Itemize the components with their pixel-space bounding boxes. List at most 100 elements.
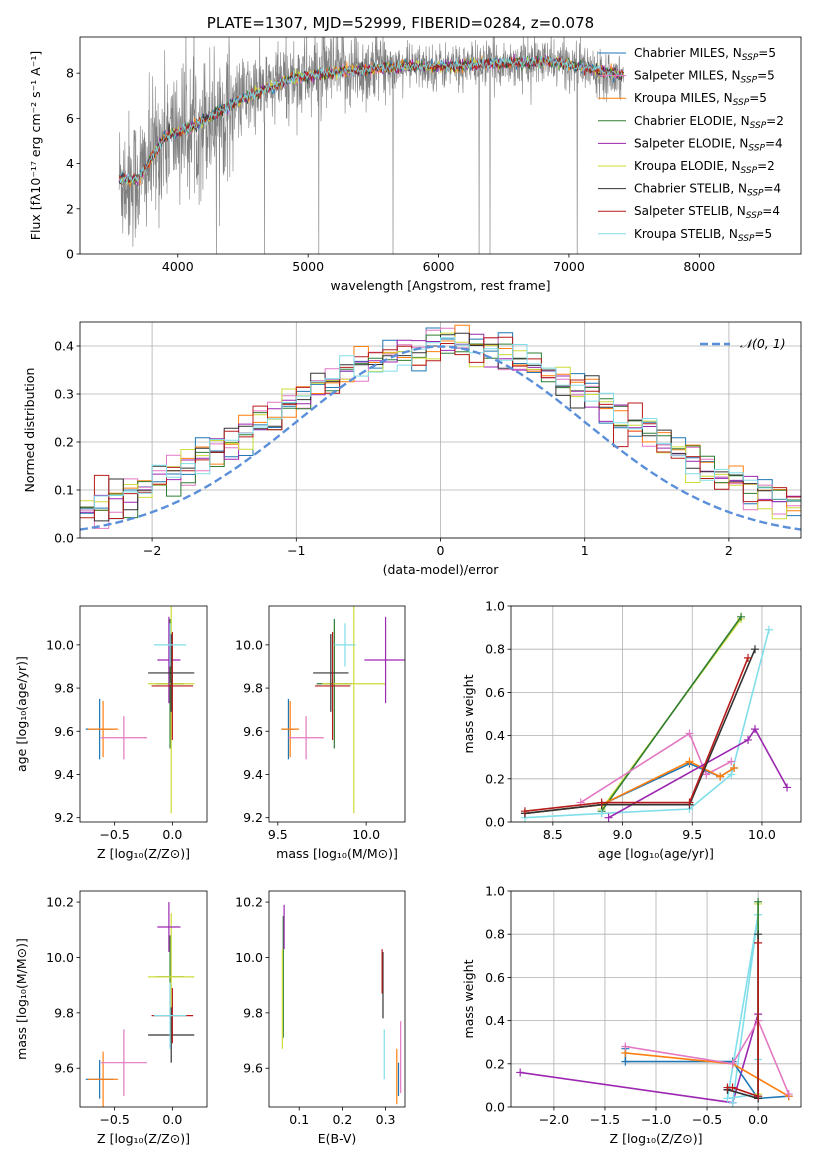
weight-marker-3 bbox=[685, 729, 694, 738]
weight-marker-7 bbox=[750, 645, 759, 654]
y-tick-label: 10.0 bbox=[235, 637, 263, 652]
y-axis-label: mass [log₁₀(M/M⊙)] bbox=[14, 938, 29, 1060]
y-tick-label: 9.8 bbox=[243, 1005, 263, 1020]
y-axis-label: age [log₁₀(age/yr)] bbox=[14, 656, 29, 772]
plot-area-weight_vs_Z bbox=[516, 897, 793, 1107]
weight-marker-7 bbox=[754, 930, 763, 939]
legend-label-sub: SSP bbox=[746, 211, 763, 221]
x-tick-label: 8.5 bbox=[543, 827, 563, 842]
x-tick-label: 9.5 bbox=[682, 827, 702, 842]
y-tick-label: 0.2 bbox=[54, 435, 74, 450]
axes-frame bbox=[79, 890, 208, 1108]
weight-marker-4 bbox=[621, 1042, 630, 1051]
x-tick-label: −1.5 bbox=[590, 1112, 620, 1127]
panel-age_vs_mass: 9.5 10.0 9.2 9.4 9.6 9.8 10.0 mass [log₁₀(M/M⊙)… bbox=[235, 605, 406, 861]
axes-frame bbox=[79, 321, 802, 539]
panel-weight_vs_age: 8.5 9.0 9.5 10.0 0.0 0.2 0.4 0.6 0.8 1.0 age [log₁… bbox=[461, 599, 802, 861]
x-tick-label: −0.5 bbox=[99, 827, 129, 842]
weight-marker-6 bbox=[783, 783, 792, 792]
x-tick-label: −2.0 bbox=[539, 1112, 569, 1127]
x-axis-label: age [log₁₀(age/yr)] bbox=[598, 846, 714, 861]
x-axis-label: Z [log₁₀(Z/Z⊙)] bbox=[97, 1131, 190, 1146]
x-tick-label: 5000 bbox=[292, 259, 324, 274]
weight-marker-8 bbox=[754, 1092, 763, 1101]
residual-histogram-7 bbox=[80, 336, 801, 519]
x-axis-label: Z [log₁₀(Z/Z⊙)] bbox=[610, 1131, 703, 1146]
y-tick-label: 0.2 bbox=[485, 771, 505, 786]
x-tick-label: 6000 bbox=[423, 259, 455, 274]
legend-label-sub: SSP bbox=[742, 53, 759, 63]
normal-curve bbox=[80, 345, 801, 531]
weight-marker-8 bbox=[685, 798, 694, 807]
panel-mass_vs_Z: −0.5 0.0 9.6 9.8 10.0 10.2 Z [log₁₀(Z/Z⊙)] mass… bbox=[14, 890, 208, 1146]
x-tick-label: 0.2 bbox=[332, 1112, 352, 1127]
weight-marker-5 bbox=[730, 764, 739, 772]
legend-label-sub: SSP bbox=[747, 189, 764, 199]
weight-marker-3 bbox=[727, 757, 736, 766]
y-tick-label: 9.8 bbox=[54, 1005, 74, 1020]
legend-label: Salpeter MILES, NSSP=5 bbox=[634, 69, 775, 86]
y-tick-label: 1.0 bbox=[485, 884, 505, 899]
legend-label-n: =4 bbox=[764, 182, 782, 196]
legend-label-text: Salpeter MILES, N bbox=[634, 69, 741, 83]
x-axis-label: Z [log₁₀(Z/Z⊙)] bbox=[97, 846, 190, 861]
legend-label-n: =5 bbox=[757, 69, 775, 83]
axes-frame bbox=[510, 890, 802, 1108]
legend-label: Kroupa MILES, NSSP=5 bbox=[634, 91, 767, 108]
panel-mass_vs_ebv: 0.1 0.2 0.3 9.6 9.8 10.0 10.2 E(B-V) bbox=[235, 890, 406, 1146]
x-tick-label: 0.0 bbox=[748, 1112, 768, 1127]
weight-line-4 bbox=[625, 1018, 790, 1095]
y-tick-label: 10.0 bbox=[46, 950, 74, 965]
legend-label: Salpeter STELIB, NSSP=4 bbox=[634, 204, 780, 221]
legend-label: Salpeter ELODIE, NSSP=4 bbox=[634, 136, 783, 153]
legend-label: Chabrier STELIB, NSSP=4 bbox=[634, 182, 781, 199]
legend-label-text: Kroupa MILES, N bbox=[634, 91, 733, 105]
x-tick-label: −0.5 bbox=[99, 1112, 129, 1127]
legend-label-text: Chabrier ELODIE, N bbox=[634, 114, 750, 128]
weight-marker-8 bbox=[754, 938, 763, 947]
axes-frame bbox=[268, 890, 406, 1108]
weight-marker-0 bbox=[516, 1068, 525, 1077]
weight-marker-2 bbox=[597, 809, 606, 818]
y-tick-label: 0.8 bbox=[485, 927, 505, 942]
model-spectrum-8 bbox=[119, 55, 624, 185]
plot-area-age_vs_mass bbox=[281, 606, 405, 814]
legend-label-sub: SSP bbox=[733, 98, 750, 108]
x-tick-label: −2 bbox=[143, 543, 161, 558]
legend-label-n: =5 bbox=[754, 227, 772, 241]
x-tick-label: 10.0 bbox=[748, 827, 776, 842]
panel-weight_vs_Z: −2.0 −1.5 −1.0 −0.5 0.0 0.0 0.2 0.4 0.6 0.8 1.0 Z [… bbox=[461, 884, 802, 1146]
plot-area-mass_vs_ebv bbox=[281, 904, 402, 1105]
x-tick-label: 7000 bbox=[553, 259, 585, 274]
legend-label-n: =4 bbox=[762, 204, 780, 218]
y-axis-label: mass weight bbox=[461, 674, 476, 753]
x-tick-label: 0.0 bbox=[162, 1112, 182, 1127]
legend-label-sub: SSP bbox=[741, 166, 758, 176]
weight-marker-4 bbox=[728, 1059, 737, 1068]
y-tick-label: 0.0 bbox=[485, 815, 505, 830]
residual-histogram-8 bbox=[80, 337, 801, 510]
y-tick-label: 0.3 bbox=[54, 387, 74, 402]
weight-marker-6 bbox=[604, 813, 613, 822]
weight-marker-8 bbox=[728, 1083, 737, 1092]
weight-marker-6 bbox=[754, 897, 763, 906]
axes-frame bbox=[510, 605, 802, 823]
plot-area-age_vs_Z bbox=[85, 606, 195, 814]
weight-line-2 bbox=[524, 629, 770, 819]
legend-label: 𝒩(0, 1) bbox=[740, 336, 786, 351]
plot-area-weight_vs_age bbox=[520, 612, 792, 822]
weight-marker-6 bbox=[750, 725, 759, 734]
y-tick-label: 9.8 bbox=[54, 681, 74, 696]
y-tick-label: 10.0 bbox=[46, 637, 74, 652]
legend-label: Kroupa ELODIE, NSSP=2 bbox=[634, 159, 775, 176]
weight-marker-8 bbox=[744, 653, 753, 662]
legend-label-n: =2 bbox=[766, 114, 784, 128]
y-tick-label: 0.6 bbox=[485, 685, 505, 700]
x-tick-label: 10.0 bbox=[352, 827, 380, 842]
y-tick-label: 0.2 bbox=[485, 1056, 505, 1071]
weight-line-6 bbox=[608, 727, 788, 819]
y-tick-label: 10.2 bbox=[46, 895, 74, 910]
axes-frame bbox=[79, 605, 208, 823]
